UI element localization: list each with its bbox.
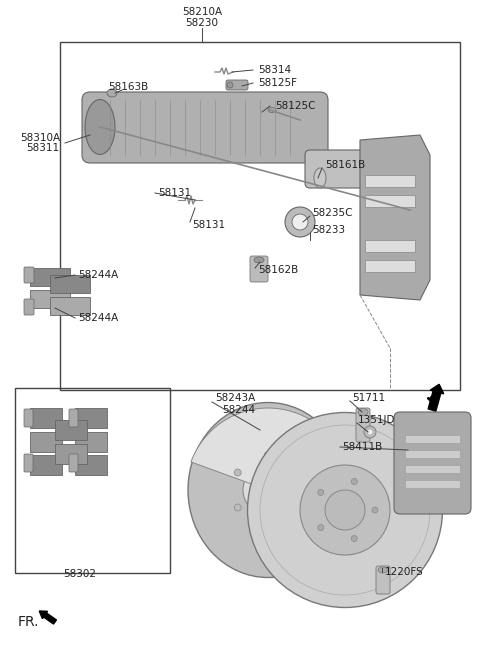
Ellipse shape xyxy=(314,168,326,188)
Ellipse shape xyxy=(234,469,241,476)
Ellipse shape xyxy=(264,522,272,529)
Ellipse shape xyxy=(295,504,302,511)
Ellipse shape xyxy=(378,567,388,573)
Ellipse shape xyxy=(243,465,293,515)
Ellipse shape xyxy=(85,100,115,155)
FancyBboxPatch shape xyxy=(24,267,34,283)
Bar xyxy=(75,408,107,428)
Ellipse shape xyxy=(358,409,368,415)
Ellipse shape xyxy=(372,507,378,513)
FancyBboxPatch shape xyxy=(82,92,328,163)
FancyBboxPatch shape xyxy=(394,412,471,514)
Wedge shape xyxy=(191,408,345,490)
Ellipse shape xyxy=(107,89,117,97)
Text: 58230: 58230 xyxy=(185,18,218,28)
FancyBboxPatch shape xyxy=(69,409,78,427)
Text: 58235C: 58235C xyxy=(312,208,352,218)
FancyBboxPatch shape xyxy=(24,454,33,472)
Bar xyxy=(365,195,415,207)
Bar xyxy=(405,480,460,488)
FancyBboxPatch shape xyxy=(24,409,33,427)
Text: 58244A: 58244A xyxy=(78,270,118,280)
Text: 58163B: 58163B xyxy=(108,82,148,92)
Ellipse shape xyxy=(234,504,241,511)
Bar xyxy=(75,455,107,475)
Bar xyxy=(55,444,87,464)
FancyBboxPatch shape xyxy=(250,256,268,282)
FancyArrow shape xyxy=(428,384,444,411)
Ellipse shape xyxy=(285,207,315,237)
Text: 58311: 58311 xyxy=(26,143,59,153)
Bar xyxy=(365,260,415,272)
Bar xyxy=(405,435,460,443)
Text: 58411B: 58411B xyxy=(342,442,382,452)
Ellipse shape xyxy=(351,535,357,542)
Text: 58125F: 58125F xyxy=(258,78,297,88)
Bar xyxy=(30,268,70,286)
Polygon shape xyxy=(360,135,430,300)
Bar xyxy=(50,275,90,293)
Text: 58314: 58314 xyxy=(258,65,291,75)
Ellipse shape xyxy=(248,413,443,607)
Ellipse shape xyxy=(318,525,324,531)
Ellipse shape xyxy=(254,257,264,263)
Ellipse shape xyxy=(264,451,272,459)
Bar xyxy=(365,175,415,187)
FancyBboxPatch shape xyxy=(24,299,34,315)
Ellipse shape xyxy=(268,108,276,112)
Bar xyxy=(60,42,460,390)
FancyBboxPatch shape xyxy=(305,150,370,188)
Ellipse shape xyxy=(188,403,348,577)
Ellipse shape xyxy=(351,478,357,485)
Bar xyxy=(30,455,62,475)
FancyArrow shape xyxy=(39,611,57,624)
Bar xyxy=(15,388,170,573)
Ellipse shape xyxy=(292,214,308,230)
Bar xyxy=(30,408,62,428)
Text: 51711: 51711 xyxy=(352,393,385,403)
Text: FR.: FR. xyxy=(18,615,39,629)
Text: 58310A: 58310A xyxy=(20,133,60,143)
Bar xyxy=(50,297,90,315)
Text: 58243A: 58243A xyxy=(215,393,255,403)
FancyBboxPatch shape xyxy=(356,408,370,442)
Text: 58125C: 58125C xyxy=(275,101,315,111)
Text: 58162B: 58162B xyxy=(258,265,298,275)
Bar xyxy=(365,240,415,252)
Ellipse shape xyxy=(227,82,233,88)
Text: 58244: 58244 xyxy=(222,405,255,415)
Text: 58210A: 58210A xyxy=(182,7,222,17)
Ellipse shape xyxy=(295,469,302,476)
Text: 58131: 58131 xyxy=(192,220,225,230)
Ellipse shape xyxy=(367,429,373,435)
Bar xyxy=(405,450,460,458)
Text: 1220FS: 1220FS xyxy=(385,567,424,577)
Text: 58131: 58131 xyxy=(158,188,191,198)
FancyBboxPatch shape xyxy=(376,566,390,594)
Ellipse shape xyxy=(364,426,376,438)
Ellipse shape xyxy=(300,465,390,555)
Bar xyxy=(405,465,460,473)
Text: 1351JD: 1351JD xyxy=(358,415,396,425)
Bar xyxy=(30,290,70,308)
Bar xyxy=(55,420,87,440)
Bar xyxy=(75,432,107,452)
Bar xyxy=(30,432,62,452)
Ellipse shape xyxy=(318,489,324,495)
Text: 58161B: 58161B xyxy=(325,160,365,170)
Text: 58244A: 58244A xyxy=(78,313,118,323)
Ellipse shape xyxy=(325,490,365,530)
FancyBboxPatch shape xyxy=(226,80,248,90)
FancyBboxPatch shape xyxy=(69,454,78,472)
Text: 58302: 58302 xyxy=(63,569,96,579)
Text: 58233: 58233 xyxy=(312,225,345,235)
